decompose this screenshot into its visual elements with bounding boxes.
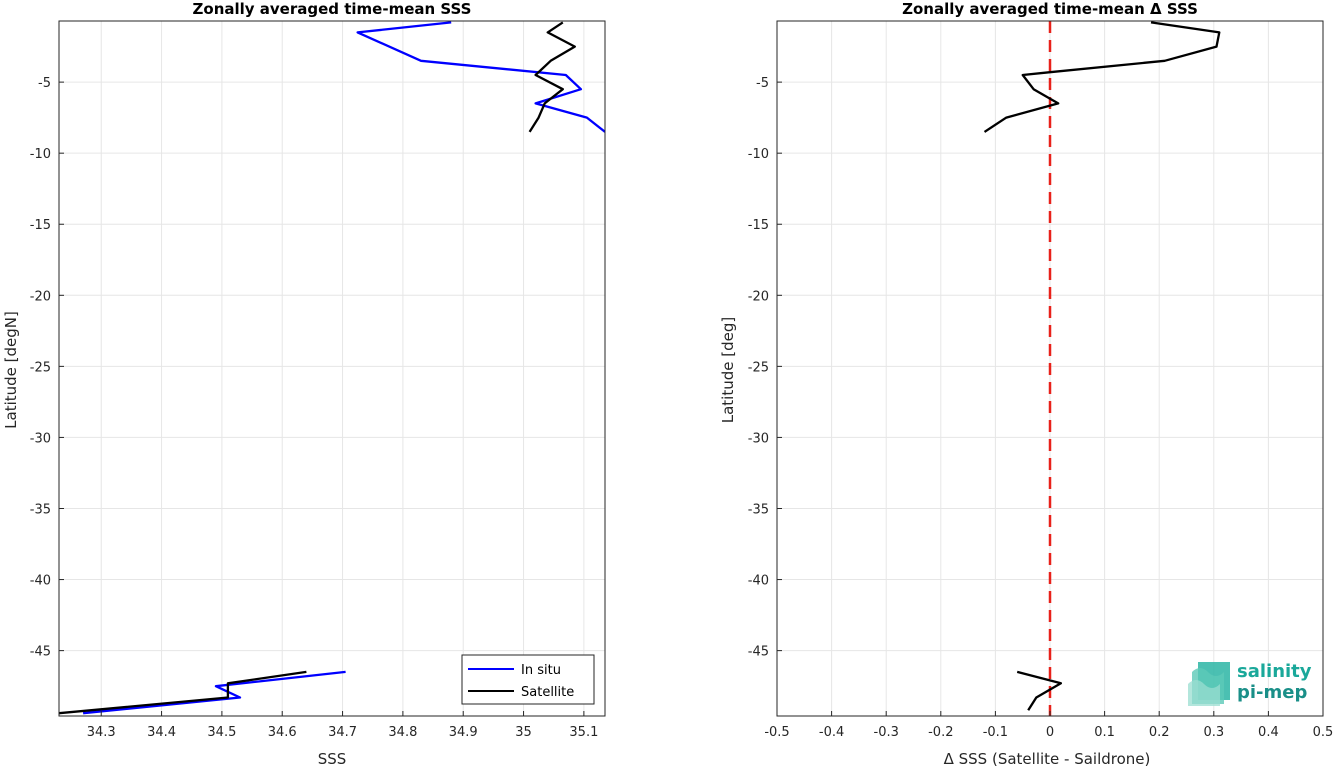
right-x-ticks: -0.5 -0.4 -0.3 -0.2 -0.1 0 0.1 0.2 0.3 0.4 0.5 — [764, 711, 1333, 740]
legend-box — [461, 654, 595, 705]
left-y-tick-label: -20 — [30, 289, 51, 304]
right-series-delta-sss-line — [1016, 670, 1063, 711]
right-x-tick-label: -0.3 — [874, 725, 899, 740]
right-y-ticks: -5 -10 -15 -20 -25 -30 -35 -40 -45 — [748, 76, 782, 660]
right-x-tick-label: -0.2 — [928, 725, 953, 740]
logo-line1: salinity — [1237, 661, 1312, 682]
left-plot-area — [59, 21, 605, 716]
right-y-tick-label: -20 — [748, 289, 769, 304]
left-y-tick-label: -15 — [30, 218, 51, 233]
right-y-tick-label: -45 — [748, 645, 769, 660]
right-y-axis-label: Latitude [deg] — [719, 317, 737, 423]
right-panel: -0.5 -0.4 -0.3 -0.2 -0.1 0 0.1 0.2 0.3 0.4 0.5 -5-… — [719, 0, 1333, 768]
right-y-tick-label: -5 — [756, 76, 769, 91]
left-x-tick-label: 34.7 — [328, 725, 357, 740]
right-y-tick-label: -30 — [748, 431, 769, 446]
right-x-tick-label: 0 — [1046, 725, 1054, 740]
right-x-tick-label: 0.5 — [1313, 725, 1334, 740]
left-chart-title: Zonally averaged time-mean SSS — [193, 0, 472, 18]
right-chart-title: Zonally averaged time-mean Δ SSS — [902, 0, 1198, 18]
left-x-tick-label: 34.8 — [388, 725, 417, 740]
left-y-tick-label: -45 — [30, 645, 51, 660]
right-x-tick-label: -0.1 — [983, 725, 1008, 740]
logo-line2: pi-mep — [1237, 682, 1307, 703]
left-x-tick-label: 35 — [515, 725, 532, 740]
left-x-tick-label: 35.1 — [569, 725, 598, 740]
right-x-tick-label: -0.4 — [819, 725, 844, 740]
left-y-tick-label: -40 — [30, 574, 51, 589]
left-y-tick-label: -35 — [30, 502, 51, 517]
left-y-tick-label: -5 — [38, 76, 51, 91]
right-y-tick-label: -40 — [748, 574, 769, 589]
left-grid — [59, 21, 605, 716]
left-x-tick-label: 34.6 — [268, 725, 297, 740]
legend-satellite-label: Satellite — [521, 685, 574, 700]
left-axes-box — [58, 20, 606, 717]
left-series-satellite-line — [59, 670, 307, 715]
right-y-tick-label: -35 — [748, 502, 769, 517]
logo-waves-icon — [1188, 662, 1230, 706]
right-x-tick-label: 0.4 — [1258, 725, 1279, 740]
right-x-tick-label: -0.5 — [764, 725, 789, 740]
right-y-tick-label: -15 — [748, 218, 769, 233]
left-panel: 34.3 34.4 34.5 34.6 34.7 34.8 34.9 35 35.1 -5 -10… — [2, 0, 606, 768]
left-series-in-situ-line — [356, 21, 605, 133]
legend-in-situ-label: In situ — [521, 663, 561, 678]
right-y-tick-label: -25 — [748, 360, 769, 375]
left-y-tick-label: -30 — [30, 431, 51, 446]
right-x-tick-label: 0.2 — [1149, 725, 1170, 740]
right-x-tick-label: 0.1 — [1094, 725, 1115, 740]
right-series-delta-sss-line — [983, 21, 1221, 133]
right-y-tick-label: -10 — [748, 147, 769, 162]
left-series-group — [59, 21, 605, 715]
left-x-tick-label: 34.5 — [207, 725, 236, 740]
left-y-ticks: -5 -10 -15 -20 -25 -30 -35 -40 -45 — [30, 76, 64, 660]
left-y-tick-label: -25 — [30, 360, 51, 375]
left-x-ticks: 34.3 34.4 34.5 34.6 34.7 34.8 34.9 35 35.1 — [87, 711, 598, 740]
salinity-pi-mep-logo: salinity pi-mep — [1188, 661, 1312, 706]
left-y-axis-label: Latitude [degN] — [2, 311, 20, 429]
legend: In situ Satellite — [461, 654, 595, 705]
left-x-tick-label: 34.9 — [449, 725, 478, 740]
left-x-axis-label: SSS — [318, 750, 347, 768]
left-x-tick-label: 34.3 — [87, 725, 116, 740]
right-x-axis-label: Δ SSS (Satellite - Saildrone) — [944, 750, 1151, 768]
left-series-satellite-line — [528, 21, 576, 133]
left-x-tick-label: 34.4 — [147, 725, 176, 740]
left-y-tick-label: -10 — [30, 147, 51, 162]
right-x-tick-label: 0.3 — [1203, 725, 1224, 740]
right-series-group — [983, 21, 1221, 716]
